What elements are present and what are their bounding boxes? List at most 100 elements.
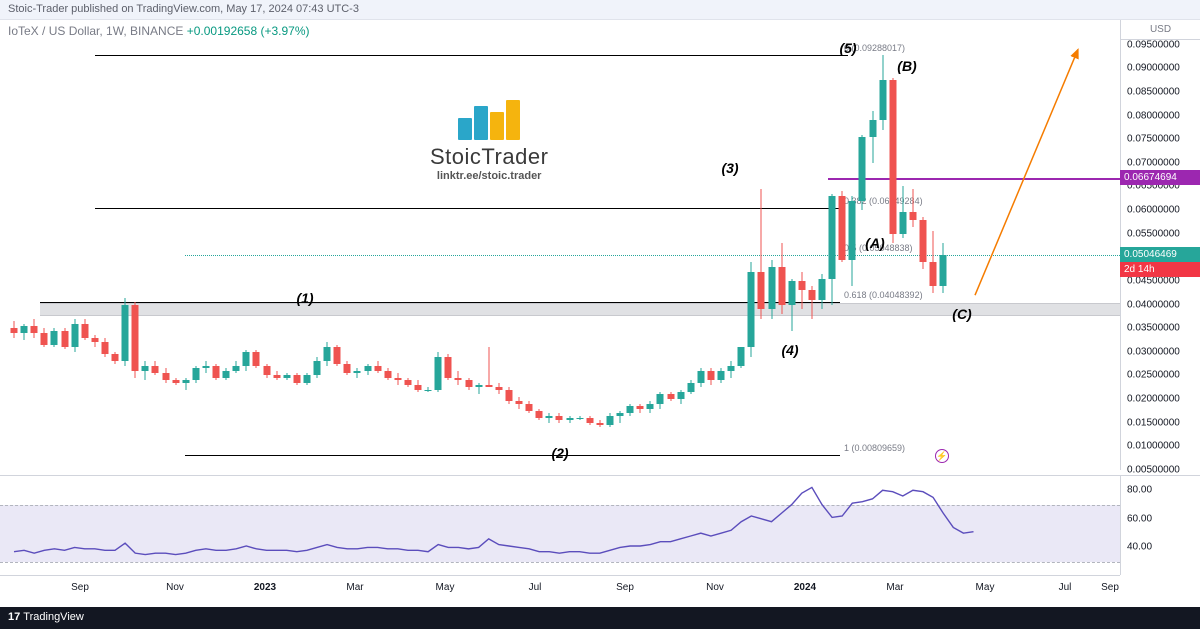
wave-label[interactable]: (4) (781, 342, 798, 358)
resistance-line[interactable] (828, 178, 1120, 180)
candle-body[interactable] (182, 380, 189, 382)
candle-body[interactable] (738, 347, 745, 366)
candle-body[interactable] (869, 120, 876, 137)
candle-body[interactable] (394, 378, 401, 380)
candle-body[interactable] (495, 387, 502, 389)
candle-body[interactable] (475, 385, 482, 387)
candle-body[interactable] (687, 383, 694, 392)
candle-body[interactable] (697, 371, 704, 383)
candle-body[interactable] (728, 366, 735, 371)
candle-body[interactable] (61, 331, 68, 348)
candle-body[interactable] (354, 371, 361, 373)
price-unit-button[interactable]: USD (1120, 20, 1200, 40)
wave-label[interactable]: (2) (551, 445, 568, 461)
candle-body[interactable] (11, 328, 18, 333)
candle-body[interactable] (859, 137, 866, 201)
candle-body[interactable] (596, 423, 603, 425)
candle-body[interactable] (192, 368, 199, 380)
candle-body[interactable] (142, 366, 149, 371)
candle-body[interactable] (788, 281, 795, 305)
candle-body[interactable] (415, 385, 422, 390)
fib-line[interactable] (95, 55, 848, 56)
price-axis[interactable]: 0.005000000.010000000.015000000.02000000… (1120, 40, 1200, 470)
candle-body[interactable] (303, 375, 310, 382)
candle-body[interactable] (91, 338, 98, 343)
candle-body[interactable] (707, 371, 714, 380)
candle-body[interactable] (536, 411, 543, 418)
candle-body[interactable] (273, 375, 280, 377)
candle-body[interactable] (889, 80, 896, 234)
candle-body[interactable] (324, 347, 331, 361)
candle-body[interactable] (748, 272, 755, 348)
candle-body[interactable] (364, 366, 371, 371)
candle-body[interactable] (81, 324, 88, 338)
candle-body[interactable] (677, 392, 684, 399)
candle-body[interactable] (637, 406, 644, 408)
candle-body[interactable] (202, 366, 209, 368)
candle-body[interactable] (101, 342, 108, 354)
candle-body[interactable] (213, 366, 220, 378)
oscillator-pane[interactable] (0, 475, 1120, 575)
candle-body[interactable] (435, 357, 442, 390)
candle-body[interactable] (930, 262, 937, 286)
fib-line[interactable] (40, 302, 840, 303)
candle-body[interactable] (172, 380, 179, 382)
candle-body[interactable] (899, 212, 906, 233)
candle-body[interactable] (606, 416, 613, 425)
candle-body[interactable] (233, 366, 240, 371)
candle-body[interactable] (283, 375, 290, 377)
candle-body[interactable] (819, 279, 826, 300)
candle-body[interactable] (465, 380, 472, 387)
candle-body[interactable] (920, 220, 927, 263)
candle-body[interactable] (576, 418, 583, 419)
candle-body[interactable] (647, 404, 654, 409)
candle-body[interactable] (778, 267, 785, 305)
candle-body[interactable] (162, 373, 169, 380)
candle-body[interactable] (51, 331, 58, 345)
candle-body[interactable] (526, 404, 533, 411)
candle-body[interactable] (839, 196, 846, 260)
candle-body[interactable] (122, 305, 129, 362)
candle-body[interactable] (152, 366, 159, 373)
candle-body[interactable] (566, 418, 573, 420)
wave-label[interactable]: (C) (952, 306, 971, 322)
candle-body[interactable] (617, 413, 624, 415)
candle-body[interactable] (293, 375, 300, 382)
candle-body[interactable] (768, 267, 775, 310)
fib-line[interactable] (95, 208, 840, 209)
candle-body[interactable] (627, 406, 634, 413)
candle-body[interactable] (849, 201, 856, 260)
candle-body[interactable] (586, 418, 593, 423)
candle-body[interactable] (829, 196, 836, 279)
candle-body[interactable] (334, 347, 341, 364)
candle-body[interactable] (132, 305, 139, 371)
candle-body[interactable] (657, 394, 664, 403)
candle-body[interactable] (485, 385, 492, 387)
price-chart[interactable]: 0 (0.09288017)0.382 (0.06049284)0.5 (0.0… (0, 40, 1120, 470)
wave-label[interactable]: (1) (296, 290, 313, 306)
candle-body[interactable] (455, 378, 462, 380)
candle-body[interactable] (263, 366, 270, 375)
candle-body[interactable] (384, 371, 391, 378)
candle-body[interactable] (546, 416, 553, 418)
wave-label[interactable]: (5) (839, 40, 856, 56)
candle-body[interactable] (516, 401, 523, 403)
candle-body[interactable] (21, 326, 28, 333)
candle-body[interactable] (41, 333, 48, 345)
candle-body[interactable] (445, 357, 452, 378)
candle-body[interactable] (112, 354, 119, 361)
candle-body[interactable] (758, 272, 765, 310)
candle-body[interactable] (223, 371, 230, 378)
candle-body[interactable] (404, 380, 411, 385)
candle-body[interactable] (374, 366, 381, 371)
candle-body[interactable] (718, 371, 725, 380)
candle-body[interactable] (314, 361, 321, 375)
candle-body[interactable] (808, 290, 815, 299)
candle-body[interactable] (243, 352, 250, 366)
candle-body[interactable] (667, 394, 674, 399)
candle-body[interactable] (425, 390, 432, 391)
replay-icon[interactable]: ⚡ (935, 449, 949, 463)
candle-body[interactable] (556, 416, 563, 421)
oscillator-axis[interactable]: 40.0060.0080.00 (1120, 475, 1200, 575)
wave-label[interactable]: (3) (721, 160, 738, 176)
